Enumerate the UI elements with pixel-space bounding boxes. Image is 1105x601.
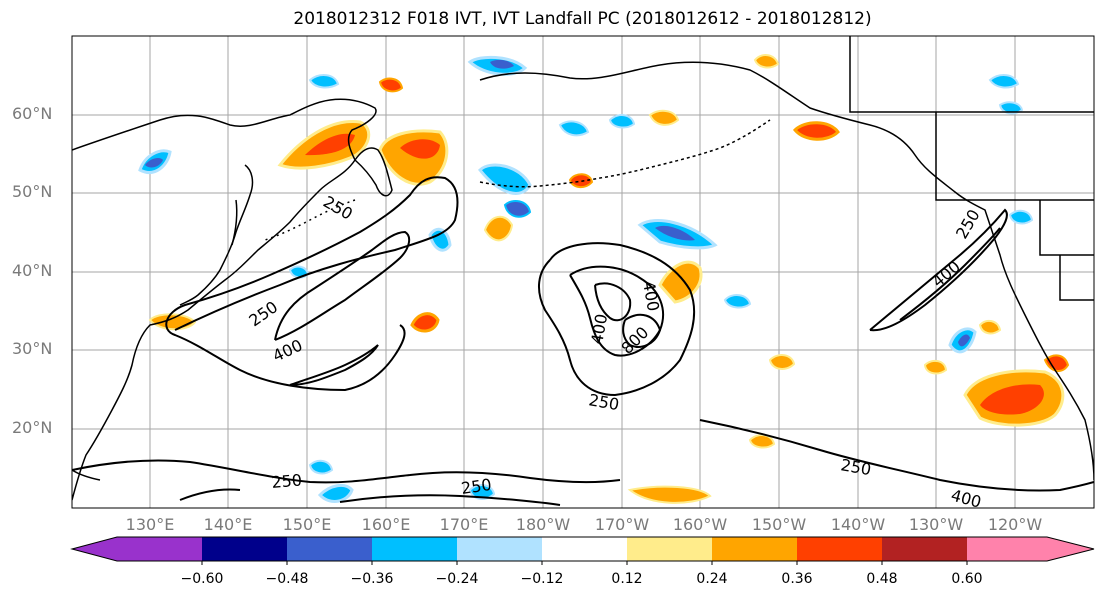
lat-label-20n: 20°N	[12, 418, 53, 437]
lon-label: 150°W	[751, 515, 807, 534]
colorbar-tick-label: 0.36	[781, 571, 813, 587]
colorbar-tick-label: 0.24	[696, 571, 728, 587]
colorbar-tick-label: −0.60	[180, 571, 224, 587]
map-gridlines	[72, 36, 1094, 508]
colorbar-segment	[882, 537, 968, 561]
colorbar-tick-label: −0.36	[350, 571, 394, 587]
colorbar-outline	[70, 536, 1095, 562]
lat-label-50n: 50°N	[12, 182, 53, 201]
lon-label: 130°E	[125, 515, 175, 534]
colorbar-segment	[542, 537, 628, 561]
lon-label: 150°E	[282, 515, 332, 534]
lon-label: 170°E	[439, 515, 489, 534]
ivt-contours	[72, 176, 1094, 506]
map-frame	[71, 35, 1095, 509]
lat-label-30n: 30°N	[12, 339, 53, 358]
colorbar-segment	[372, 537, 458, 561]
colorbar-segment	[202, 537, 288, 561]
contour-label: 400	[949, 486, 983, 512]
colorbar-low-extend	[72, 537, 117, 561]
lon-label: 130°W	[908, 515, 964, 534]
lon-label: 160°W	[672, 515, 728, 534]
colorbar-segment	[627, 537, 713, 561]
colorbar-tick-label: 0.60	[951, 571, 983, 587]
colorbar-tick-label: −0.48	[265, 571, 309, 587]
colorbar-tick-label: −0.12	[520, 571, 564, 587]
colorbar-segment	[712, 537, 798, 561]
coastlines	[72, 36, 1094, 501]
lat-label-60n: 60°N	[12, 104, 53, 123]
colorbar-segment	[287, 537, 373, 561]
lon-label: 170°W	[594, 515, 650, 534]
colorbar-tick-label: −0.24	[435, 571, 479, 587]
lon-label: 160°E	[361, 515, 411, 534]
colorbar-tick-label: 0.12	[611, 571, 643, 587]
colorbar	[70, 536, 1095, 565]
lon-label: 120°W	[987, 515, 1043, 534]
contour-label: 250	[460, 475, 493, 498]
lon-label: 140°W	[830, 515, 886, 534]
lon-label: 180°W	[515, 515, 571, 534]
colorbar-high-extend	[1047, 537, 1094, 561]
colorbar-segment	[117, 537, 203, 561]
colorbar-segment	[797, 537, 883, 561]
lat-label-40n: 40°N	[12, 261, 53, 280]
colorbar-tick-label: 0.48	[866, 571, 898, 587]
map-title: 2018012312 F018 IVT, IVT Landfall PC (20…	[293, 9, 872, 29]
lon-label: 140°E	[203, 515, 253, 534]
colorbar-segment	[457, 537, 543, 561]
contour-label: 250	[271, 470, 303, 492]
colorbar-segment	[967, 537, 1047, 561]
